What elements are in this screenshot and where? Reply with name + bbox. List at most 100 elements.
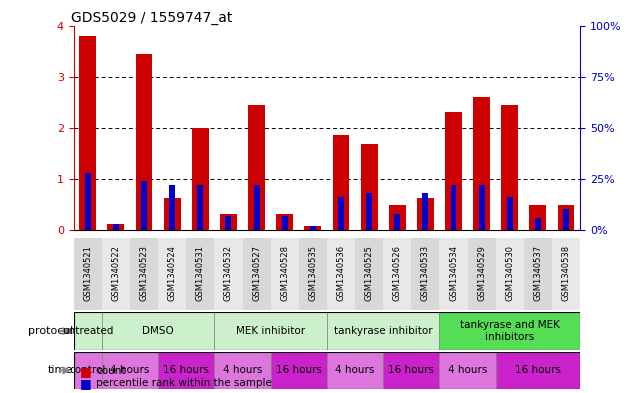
Bar [310,226,316,230]
Text: tankyrase and MEK
inhibitors: tankyrase and MEK inhibitors [460,320,560,342]
Bar [169,185,175,230]
Bar [529,206,546,230]
Bar [271,352,327,389]
Bar [361,144,378,230]
Bar [214,238,242,310]
Text: GSM1340525: GSM1340525 [365,245,374,301]
Text: GSM1340536: GSM1340536 [337,245,345,301]
Bar [74,312,102,350]
Bar [113,224,119,230]
Bar [74,238,102,310]
Bar [248,105,265,230]
Bar [327,238,355,310]
Bar [558,206,574,230]
Bar [440,312,580,350]
Text: control: control [70,365,106,375]
Bar [102,238,130,310]
Text: ■: ■ [80,376,92,390]
Bar [473,97,490,230]
Bar [445,112,462,230]
Text: GSM1340529: GSM1340529 [477,245,486,301]
Bar [108,224,124,230]
Bar [163,198,181,230]
Text: GSM1340537: GSM1340537 [533,245,542,301]
Bar [440,238,467,310]
Bar [338,197,344,230]
Bar [130,238,158,310]
Bar [214,312,327,350]
Bar [187,238,214,310]
Bar [355,238,383,310]
Bar [507,197,513,230]
Text: 16 hours: 16 hours [163,365,209,375]
Bar [524,238,552,310]
Text: 16 hours: 16 hours [276,365,322,375]
Text: GSM1340532: GSM1340532 [224,245,233,301]
Text: GSM1340531: GSM1340531 [196,245,205,301]
Text: DMSO: DMSO [142,326,174,336]
Bar [394,213,400,230]
Text: protocol: protocol [28,326,74,336]
Bar [563,209,569,230]
Bar [383,238,412,310]
Bar [192,128,209,230]
Bar [85,173,91,230]
Text: GSM1340523: GSM1340523 [140,245,149,301]
Bar [467,238,495,310]
Bar [383,352,440,389]
Bar [79,36,96,230]
Bar [479,185,485,230]
Bar [74,352,102,389]
Text: count: count [96,366,126,376]
Bar [327,352,383,389]
Text: GSM1340530: GSM1340530 [505,245,514,301]
Bar [535,218,541,230]
Bar [102,312,214,350]
Bar [389,206,406,230]
Text: GSM1340524: GSM1340524 [168,245,177,301]
Text: GSM1340534: GSM1340534 [449,245,458,301]
Text: GSM1340528: GSM1340528 [280,245,289,301]
Bar [417,198,434,230]
Text: 4 hours: 4 hours [223,365,262,375]
Text: GSM1340533: GSM1340533 [421,245,430,301]
Bar [440,352,495,389]
Bar [282,216,288,230]
Bar [220,213,237,230]
Bar [141,181,147,230]
Text: 4 hours: 4 hours [448,365,487,375]
Bar [366,193,372,230]
Text: 4 hours: 4 hours [335,365,375,375]
Bar [254,185,260,230]
Bar [304,226,321,230]
Text: 4 hours: 4 hours [110,365,149,375]
Bar [226,216,231,230]
Bar [102,352,158,389]
Bar [495,238,524,310]
Bar [158,238,187,310]
Bar [327,312,440,350]
Text: tankyrase inhibitor: tankyrase inhibitor [334,326,433,336]
Text: untreated: untreated [62,326,113,336]
Text: GSM1340535: GSM1340535 [308,245,317,301]
Bar [214,352,271,389]
Bar [552,238,580,310]
Bar [412,238,440,310]
Bar [451,185,456,230]
Text: GSM1340527: GSM1340527 [252,245,261,301]
Bar [242,238,271,310]
Bar [197,185,203,230]
Bar [136,53,153,230]
Bar [299,238,327,310]
Text: time: time [48,365,74,375]
Text: GSM1340526: GSM1340526 [393,245,402,301]
Text: percentile rank within the sample: percentile rank within the sample [96,378,272,388]
Bar [495,352,580,389]
Bar [333,135,349,230]
Text: MEK inhibitor: MEK inhibitor [236,326,305,336]
Text: GDS5029 / 1559747_at: GDS5029 / 1559747_at [71,11,233,24]
Bar [271,238,299,310]
Bar [158,352,214,389]
Text: ■: ■ [80,365,92,378]
Text: GSM1340522: GSM1340522 [112,245,121,301]
